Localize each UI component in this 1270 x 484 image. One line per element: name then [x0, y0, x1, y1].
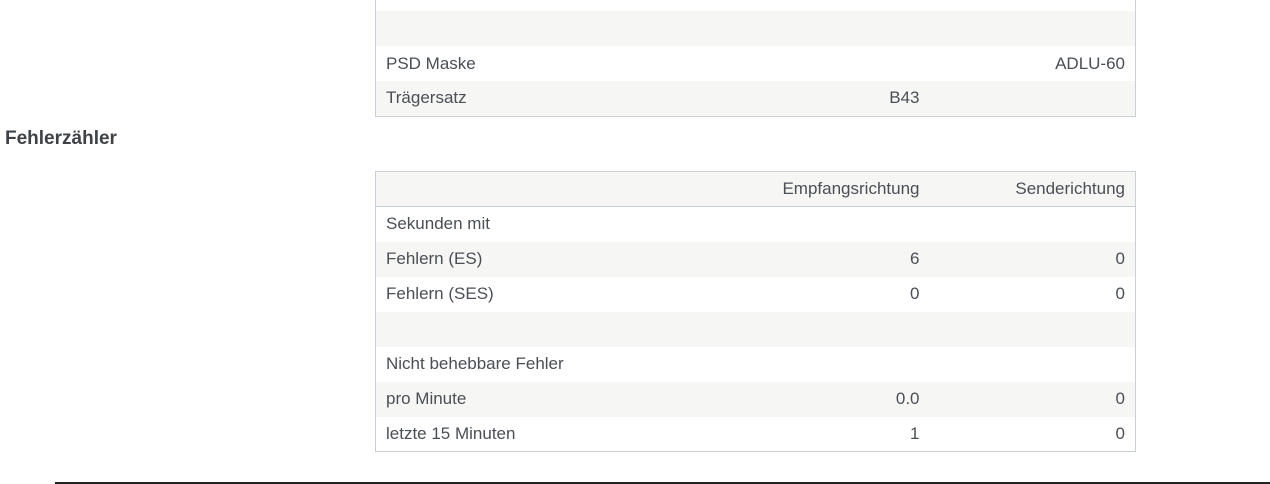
row-label: [376, 11, 716, 46]
table-row: [376, 0, 1136, 11]
row-receive-value: 0: [910, 284, 920, 303]
row-label: Nicht behebbare Fehler: [386, 354, 564, 373]
row-label: [376, 312, 716, 347]
row-receive-value: [716, 11, 930, 46]
table-header-row: Empfangsrichtung Senderichtung: [375, 171, 1136, 207]
row-receive-value: B43: [889, 88, 920, 108]
row-send-value: [930, 0, 1136, 11]
row-label: Trägersatz: [386, 88, 467, 108]
row-label: Sekunden mit: [386, 214, 490, 234]
table-row: letzte 15 Minuten 1 0: [376, 417, 1136, 452]
row-label: Fehlern (SES): [386, 284, 494, 303]
table-row: Fehlern (SES) 0 0: [376, 277, 1136, 312]
row-receive-value: [716, 46, 930, 81]
row-send-value: [930, 312, 1136, 347]
table-row: [375, 311, 1136, 347]
row-receive-value: [716, 312, 930, 347]
row-receive-value: [716, 0, 930, 11]
row-send-value: ADLU-60: [1055, 53, 1125, 73]
table-row: Sekunden mit: [376, 207, 1136, 242]
row-receive-value: 6: [910, 249, 920, 268]
table-row: Nicht behebbare Fehler: [376, 347, 1136, 382]
header-label: [375, 171, 716, 207]
header-receive-direction: Empfangsrichtung: [715, 171, 930, 207]
row-receive-value: 1: [910, 423, 920, 443]
table-row: Trägersatz B43: [375, 81, 1136, 116]
row-send-value: 0: [1115, 423, 1125, 443]
row-send-value: [930, 11, 1136, 46]
row-receive-value: 0.0: [895, 389, 920, 408]
row-label: Fehlern (ES): [386, 249, 483, 268]
row-send-value: 0: [1115, 249, 1125, 268]
row-send-value: [930, 207, 1136, 242]
table-row: pro Minute 0.0 0: [375, 381, 1136, 417]
line-info-table: PSD Maske ADLU-60 Trägersatz B43: [375, 0, 1136, 117]
header-send-direction: Senderichtung: [929, 171, 1136, 207]
row-receive-value: [716, 207, 930, 242]
table-row: Fehlern (ES) 6 0: [375, 241, 1136, 277]
bottom-divider: [55, 482, 1270, 484]
row-label: [376, 0, 716, 11]
row-send-value: 0: [1115, 284, 1125, 303]
row-send-value: [930, 81, 1136, 116]
section-title-error-counter: Fehlerzähler: [5, 128, 117, 149]
row-label: PSD Maske: [386, 53, 476, 73]
row-send-value: [930, 347, 1136, 382]
error-counter-table: Empfangsrichtung Senderichtung Sekunden …: [375, 171, 1136, 452]
row-receive-value: [716, 347, 930, 382]
row-label: pro Minute: [386, 389, 467, 408]
table-row: [375, 11, 1136, 46]
row-send-value: 0: [1115, 389, 1125, 408]
table-row: PSD Maske ADLU-60: [376, 46, 1136, 81]
row-label: letzte 15 Minuten: [386, 423, 516, 443]
